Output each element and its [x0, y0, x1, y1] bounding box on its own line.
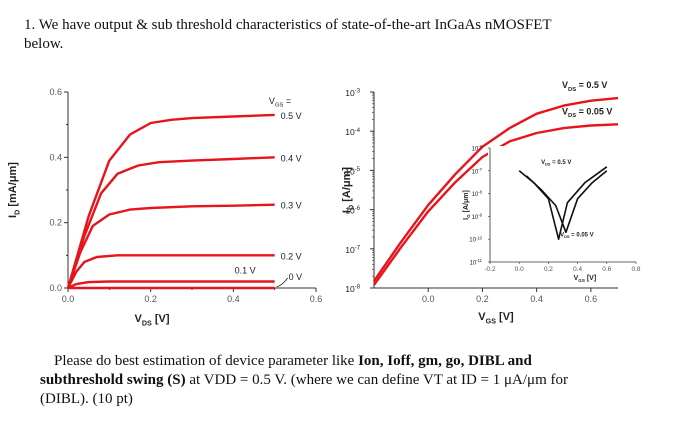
output-curve-label: 0.5 V [281, 111, 302, 121]
question-header-line1: 1. We have output & sub threshold charac… [24, 17, 552, 33]
output-chart-series [66, 113, 275, 290]
question-body-lead: Please do best estimation of device para… [54, 353, 359, 369]
y-tick-label: 10-8 [345, 284, 360, 294]
x-tick-label: 0.2 [476, 294, 489, 304]
transfer-characteristics-chart: 0.0 0.2 0.4 0.6 10-3 10-4 10-5 10-6 10-7 10-8 VDS… [341, 80, 641, 325]
transfer-chart-ticks: 0.0 0.2 0.4 0.6 10-3 10-4 10-5 10-6 10-7 10-8 [345, 88, 597, 304]
output-curve-0.2-V [66, 254, 275, 289]
output-curve-label: 0.3 V [281, 201, 302, 211]
x-tick-label: 0.4 [530, 294, 543, 304]
gate-leakage-inset-ticks: -0.2 0.0 0.2 0.4 0.6 0.8 10-6 10-7 10-8 10-9 10-10… [469, 144, 641, 273]
output-chart-labels: 0.5 V 0.4 V 0.3 V 0.2 V 0.1 V 0 V VGS = VDS [V]… [7, 96, 302, 327]
x-tick-label: 0.4 [227, 294, 240, 304]
x-tick-label: 0.6 [585, 294, 598, 304]
y-axis-label: ID [mA/μm] [7, 162, 21, 218]
y-tick-label: 0.6 [49, 87, 62, 97]
x-axis-label: VDS [V] [135, 313, 170, 327]
output-characteristics-chart: 0.0 0.2 0.4 0.6 0.0 0.2 0.4 0.6 0.5 V 0.4 V 0.3 V… [7, 87, 322, 327]
x-tick-label: 0.0 [62, 294, 75, 304]
question-header: 1. We have output & sub threshold charac… [24, 16, 664, 54]
inset-x-axis-label: VGS [V] [574, 275, 597, 283]
inset-y-tick-label: 10-11 [470, 258, 483, 266]
y-tick-label: 10-5 [345, 166, 360, 176]
output-curve-0.5-V [66, 113, 275, 289]
zero-v-leader [276, 277, 288, 288]
inset-curve-label: VDS = 0.5 V [541, 160, 571, 167]
inset-x-tick-label: 0.0 [515, 266, 524, 273]
y-axis-label: ID [A/μm] [341, 167, 355, 213]
gate-leakage-inset-axes [488, 146, 638, 264]
inset-y-tick-label: 10-9 [472, 213, 483, 221]
x-tick-label: 0.0 [422, 294, 435, 304]
transfer-curve-label: VDS = 0.05 V [562, 106, 612, 119]
y-tick-label: 0.4 [49, 152, 62, 162]
output-curve-label: 0.2 V [281, 251, 302, 261]
x-tick-label: 0.2 [144, 294, 157, 304]
inset-x-tick-label: 0.8 [631, 266, 640, 273]
gate-leakage-curve [525, 170, 608, 234]
output-curve-label: 0.4 V [281, 153, 302, 163]
inset-y-axis-label: IG [A/μm] [463, 190, 471, 220]
inset-background [488, 146, 638, 264]
transfer-curve [373, 96, 619, 282]
y-tick-label: 10-6 [345, 206, 360, 216]
inset-y-tick-label: 10-8 [472, 190, 483, 198]
question-header-line2: below. [24, 36, 64, 52]
transfer-chart-axes [373, 92, 618, 289]
output-curve-0.4-V [66, 156, 275, 289]
inset-x-tick-label: 0.4 [573, 266, 582, 273]
inset-y-tick-label: 10-6 [472, 144, 483, 152]
gate-leakage-inset-series [518, 166, 608, 240]
inset-x-tick-label: 0.2 [544, 266, 553, 273]
question-body-condition: at VDD = 0.5 V. (where we can define VT … [185, 372, 568, 388]
inset-x-tick-label: 0.6 [602, 266, 611, 273]
inset-x-tick-label: -0.2 [484, 266, 496, 273]
y-tick-label: 10-4 [345, 127, 360, 137]
output-curve-label: 0.1 V [235, 265, 256, 275]
output-curve-label: 0 V [289, 272, 303, 282]
question-body: Please do best estimation of device para… [40, 352, 660, 409]
inset-y-tick-label: 10-10 [469, 235, 482, 243]
question-body-params: Ion, Ioff, gm, go, DIBL and [358, 353, 532, 369]
gate-leakage-inset-labels: VDS = 0.5 V VDS = 0.05 V VGS [V] IG [A/μm] [463, 160, 596, 283]
y-tick-label: 10-3 [345, 88, 360, 98]
output-chart-ticks: 0.0 0.2 0.4 0.6 0.0 0.2 0.4 0.6 [49, 87, 322, 304]
x-axis-label: VGS [V] [478, 311, 514, 325]
question-body-swing: subthreshold swing (S) [40, 372, 186, 388]
y-tick-label: 0.0 [49, 283, 62, 293]
transfer-chart-labels: VDS = 0.5 V VDS = 0.05 V VGS [V] ID [A/μm] [341, 80, 612, 325]
y-tick-label: 10-7 [345, 245, 360, 255]
output-curve-0.3-V [66, 203, 275, 289]
output-curve-0.1-V [67, 280, 275, 290]
transfer-curve-label: VDS = 0.5 V [562, 80, 607, 93]
vgs-legend-label: VGS = [269, 96, 291, 109]
y-tick-label: 0.2 [49, 218, 62, 228]
question-body-line3: (DIBL). (10 pt) [40, 391, 133, 407]
inset-curve-label: VDS = 0.05 V [560, 232, 594, 239]
x-tick-label: 0.6 [310, 294, 323, 304]
inset-y-tick-label: 10-7 [472, 167, 483, 175]
